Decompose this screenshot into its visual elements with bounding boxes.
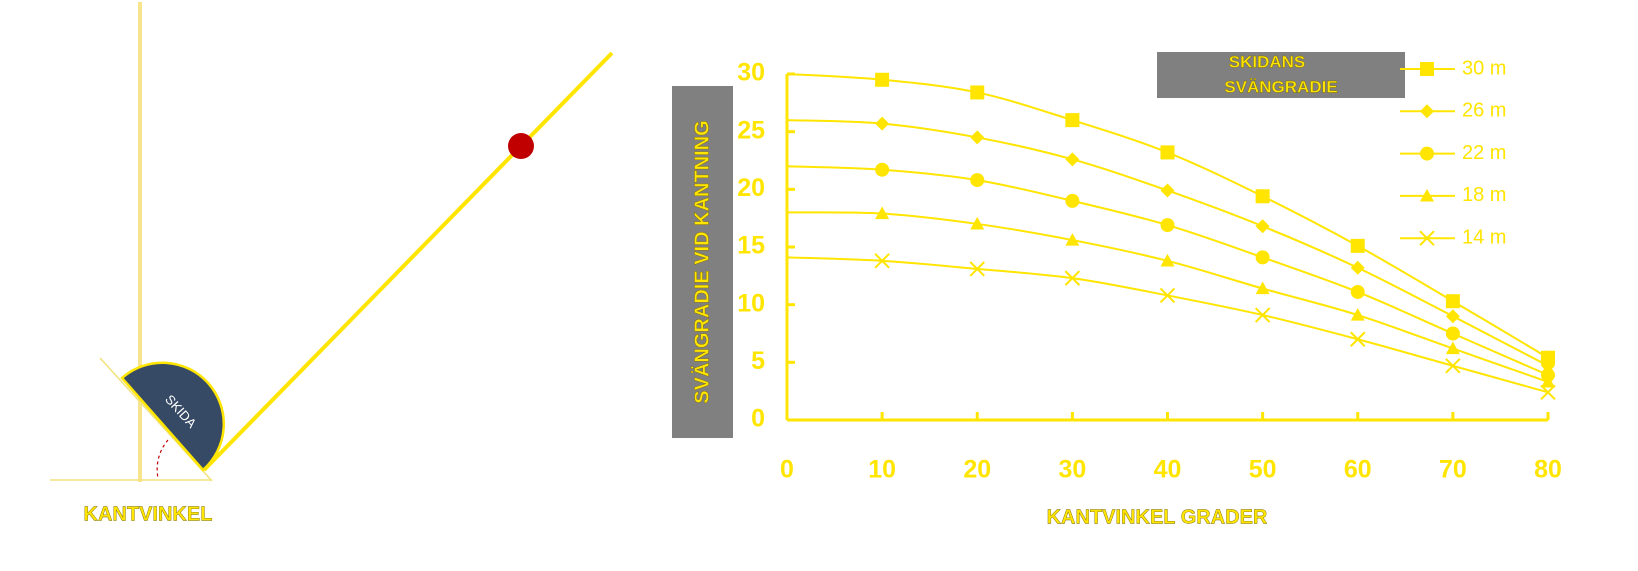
legend-marker <box>1420 188 1434 202</box>
x-tick-label: 70 <box>1439 456 1467 484</box>
ski <box>120 361 226 472</box>
marker <box>1445 358 1461 374</box>
legend-marker <box>1419 230 1435 246</box>
legend-label: 14 m <box>1462 226 1506 248</box>
y-axis-label: SVÄNGRADIE VID KANTNING <box>690 120 713 403</box>
x-tick-label: 80 <box>1534 456 1562 484</box>
angle-arc <box>156 439 169 479</box>
legend-title-box <box>1157 52 1405 98</box>
marker <box>970 130 985 145</box>
ylabel-box <box>672 86 733 438</box>
legend-label: 30 m <box>1462 57 1506 79</box>
series-line <box>786 165 1549 376</box>
marker <box>1160 145 1175 160</box>
x-tick-label: 50 <box>1249 456 1277 484</box>
legend-label: 18 m <box>1462 184 1506 206</box>
y-tick-label: 0 <box>751 405 765 433</box>
marker <box>1160 183 1175 198</box>
marker <box>875 162 890 177</box>
marker <box>1255 189 1270 204</box>
legend-marker <box>1420 62 1434 76</box>
y-tick-label: 15 <box>737 232 765 260</box>
marker <box>970 85 985 100</box>
y-tick-label: 30 <box>737 59 765 87</box>
marker <box>1350 238 1365 253</box>
red-dot <box>508 133 534 159</box>
marker <box>1065 193 1080 208</box>
marker <box>1541 350 1555 365</box>
x-tick-label: 10 <box>868 456 896 484</box>
x-tick-label: 40 <box>1154 456 1182 484</box>
marker <box>874 253 890 269</box>
marker <box>1159 287 1176 304</box>
legend-marker <box>1420 146 1434 161</box>
marker <box>1064 270 1081 286</box>
marker <box>969 261 985 277</box>
marker <box>1255 281 1270 295</box>
marker <box>1445 294 1460 309</box>
y-tick-label: 5 <box>751 347 765 375</box>
caption: KANTVINKEL <box>84 503 213 525</box>
legend-label: 22 m <box>1462 142 1506 164</box>
marker <box>1541 374 1555 388</box>
y-tick-label: 10 <box>737 289 765 317</box>
marker <box>875 72 890 87</box>
marker <box>875 116 890 131</box>
legend-title: SKIDANS <box>1229 52 1306 71</box>
marker <box>1065 233 1080 246</box>
y-tick-label: 25 <box>737 116 765 144</box>
marker <box>1160 218 1175 233</box>
x-tick-label: 60 <box>1344 456 1372 484</box>
marker <box>1350 260 1365 275</box>
x-tick-label: 20 <box>963 456 991 484</box>
legend-label: 26 m <box>1462 100 1506 122</box>
marker <box>1160 253 1175 267</box>
marker <box>970 173 985 188</box>
marker <box>1350 308 1365 321</box>
marker <box>1350 284 1365 299</box>
marker <box>1255 250 1270 265</box>
marker <box>875 206 890 220</box>
x-axis-label: KANTVINKEL GRADER <box>1047 506 1268 528</box>
legend-title: SVÄNGRADIE <box>1224 77 1337 96</box>
marker <box>1254 307 1271 323</box>
marker <box>970 216 985 230</box>
marker <box>1445 309 1460 324</box>
marker <box>1255 219 1270 234</box>
marker <box>1350 331 1366 347</box>
y-tick-label: 20 <box>737 174 765 202</box>
force-line <box>202 51 614 472</box>
marker <box>1445 341 1460 355</box>
marker <box>1540 384 1556 401</box>
x-tick-label: 0 <box>780 456 794 484</box>
marker <box>1065 113 1080 128</box>
marker <box>1065 152 1080 167</box>
marker <box>1445 326 1460 341</box>
x-tick-label: 30 <box>1058 456 1086 484</box>
legend-marker <box>1420 104 1434 119</box>
